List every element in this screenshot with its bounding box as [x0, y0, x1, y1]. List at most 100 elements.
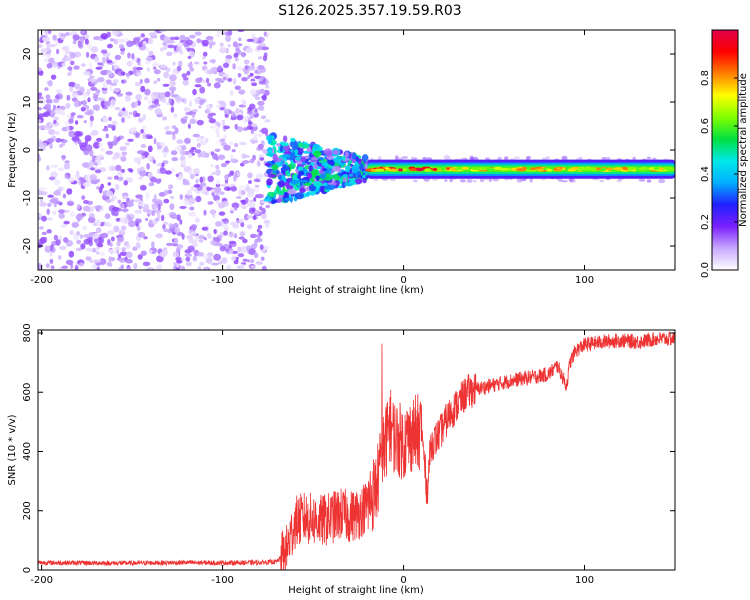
spectrogram-cell: [170, 167, 176, 173]
spectrogram-cell: [119, 257, 126, 263]
spectrogram-cell: [192, 133, 201, 138]
spectrogram-cell: [265, 84, 270, 89]
spectrogram-cell: [38, 226, 44, 230]
spectrogram-cell: [171, 157, 179, 162]
spectrogram-cell: [260, 256, 265, 261]
spectrogram-cell: [226, 187, 231, 192]
spectrogram-cell: [207, 82, 212, 87]
spectrogram-cell: [432, 178, 438, 182]
spectrogram-cell: [208, 118, 216, 124]
spectrogram-cell: [638, 178, 646, 182]
spectrogram-cell: [248, 180, 252, 184]
spectrogram-cell: [128, 111, 133, 115]
spectrogram-cell: [261, 94, 267, 101]
spectrogram-cell: [159, 47, 164, 52]
spectrogram-cell: [219, 245, 226, 252]
spectrogram-cell: [239, 246, 248, 253]
spectrogram-cell: [112, 156, 117, 160]
spectrogram-cell: [114, 175, 119, 180]
spectrogram-cell: [165, 170, 172, 175]
spectrogram-cell: [223, 125, 230, 130]
spectrogram-cell: [169, 203, 175, 210]
spectrogram-cell: [206, 77, 210, 83]
spectrogram-cell: [230, 207, 235, 211]
spectrogram-cell: [156, 255, 164, 263]
spectrogram-cell: [134, 209, 140, 214]
spectrogram-cell: [42, 125, 51, 130]
spectrogram-cell: [268, 136, 272, 141]
spectrogram-frame: [37, 29, 676, 271]
spectrogram-cell: [105, 198, 112, 203]
spectrogram-cell: [257, 224, 263, 229]
spectrogram-cell: [174, 95, 182, 102]
spectrogram-cell: [301, 144, 310, 149]
spectrogram-cell: [93, 232, 99, 240]
spectrogram-cell: [258, 105, 265, 111]
spectrogram-cell: [235, 196, 242, 199]
spectrogram-cell: [106, 69, 112, 76]
spectrogram-cell: [176, 262, 180, 268]
spectrogram-cell: [94, 169, 102, 174]
spectrogram-cell: [151, 210, 156, 217]
spectrogram-cell: [397, 168, 403, 172]
spectrogram-cell: [236, 114, 244, 121]
spectrogram-cell: [529, 177, 533, 183]
spectrogram-cell: [145, 47, 149, 51]
spectrogram-cell: [189, 173, 195, 180]
spectrogram-cell: [194, 84, 202, 88]
spectrogram-cell: [69, 211, 76, 217]
spectrogram-cell: [318, 156, 324, 161]
spectrogram-cell: [102, 117, 109, 123]
spectrogram-cell: [94, 162, 98, 166]
spectrogram-cell: [110, 98, 116, 105]
spectrogram-cell: [68, 81, 76, 88]
spectrogram-cell: [652, 157, 657, 161]
spectrogram-cell: [81, 162, 90, 168]
spectrogram-cell: [53, 98, 60, 104]
spectrogram-cell: [187, 62, 193, 68]
spectrogram-cell: [94, 205, 103, 210]
spectrogram-cell: [234, 123, 238, 130]
spectrogram-cell: [84, 111, 93, 116]
spectrogram-cell: [108, 248, 116, 255]
spectrogram-cell: [195, 137, 204, 142]
spectrogram-cell: [243, 127, 249, 131]
spectrogram-cell: [105, 150, 113, 155]
spectrogram-cell: [324, 185, 332, 190]
spectrogram-cell: [258, 81, 266, 85]
spectrogram-cell: [313, 164, 318, 169]
spectrogram-cell: [254, 96, 261, 101]
spectrogram-cell: [82, 226, 88, 231]
spectrogram-cell: [216, 179, 220, 185]
spectrogram-cell: [38, 213, 43, 218]
spectrogram-cell: [241, 116, 249, 123]
spectrogram-cell: [249, 158, 255, 164]
spectrogram-cell: [148, 182, 155, 187]
spectrogram-cell: [354, 163, 361, 168]
spectrogram-cell: [175, 267, 180, 270]
spectrogram-cell: [298, 166, 303, 172]
spectrogram-cell: [38, 119, 42, 123]
spectrogram-cell: [42, 36, 50, 42]
spectrogram-cell: [86, 88, 91, 96]
spectrogram-cell: [601, 157, 607, 161]
spectrogram-cell: [81, 30, 86, 34]
spectrogram-cell: [113, 135, 117, 142]
spectrogram-cell: [202, 56, 206, 60]
spectrogram-cell: [240, 222, 245, 228]
spectrogram-cell: [110, 236, 115, 242]
spectrogram-cell: [153, 98, 160, 105]
spectrogram-cell: [91, 155, 96, 162]
spectrogram-cell: [112, 79, 119, 84]
spectrogram-cell: [211, 188, 215, 193]
spectrogram-cell: [224, 179, 229, 184]
spectrogram-cell: [537, 168, 545, 172]
spectrogram-cell: [38, 189, 43, 196]
spectrogram-cell: [46, 63, 53, 69]
spectrogram-cell: [133, 157, 141, 163]
spectrogram-cell: [153, 80, 158, 84]
spectrogram-cell: [121, 109, 129, 117]
spectrogram-cell: [110, 198, 115, 202]
spectrogram-cell: [158, 192, 166, 197]
spectrogram-cell: [130, 199, 135, 203]
